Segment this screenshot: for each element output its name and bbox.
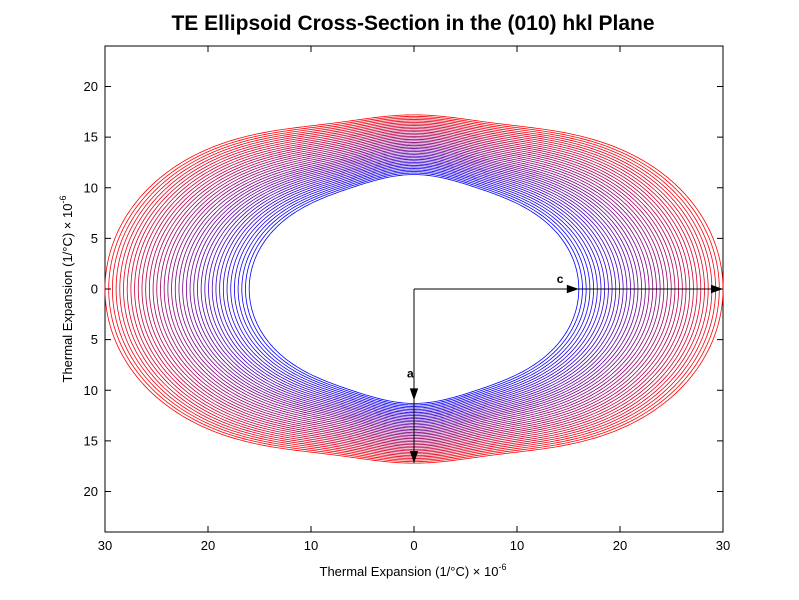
y-ticks: 20 15 10 5 0 5 10 15 20 [84, 79, 723, 499]
arrow-label-c: c [557, 272, 564, 286]
contour-line [152, 134, 676, 444]
contour-line [134, 126, 694, 452]
contour-line [237, 169, 591, 409]
contour-line [193, 151, 635, 427]
y-axis-label: Thermal Expansion (1/°C) × 10-6 [58, 196, 75, 383]
contour-line [197, 152, 631, 426]
x-tick-label: 0 [410, 538, 417, 553]
contour-line [123, 122, 705, 456]
contour-line [171, 142, 657, 436]
contour-line [189, 149, 639, 429]
contour-line [204, 155, 624, 423]
y-tick-label: 5 [91, 231, 98, 246]
axis-arrows: ca [407, 272, 723, 464]
y-tick-label: 10 [84, 383, 98, 398]
arrow-head [409, 388, 419, 401]
contour-line [208, 157, 620, 421]
contour-line [248, 174, 580, 404]
y-tick-label: 0 [91, 282, 98, 297]
contour-line [163, 138, 665, 440]
contour-line [148, 132, 680, 446]
x-tick-label: 20 [613, 538, 627, 553]
x-tick-label: 10 [510, 538, 524, 553]
contour-line [141, 129, 687, 449]
contour-line [111, 117, 717, 461]
y-tick-label: 20 [84, 484, 98, 499]
contour-line [167, 140, 661, 438]
y-tick-label: 15 [84, 433, 98, 448]
contour-line [230, 166, 598, 412]
arrow-label-a: a [407, 366, 414, 380]
contour-line [219, 161, 609, 417]
arrow-head [409, 451, 419, 464]
contour-line [222, 163, 606, 415]
x-tick-label: 30 [98, 538, 112, 553]
arrow-head [566, 284, 579, 294]
contour-line [185, 148, 643, 430]
contour-line [145, 131, 683, 447]
contour-line [137, 128, 691, 450]
contour-line [178, 145, 650, 433]
contour-line [126, 123, 702, 455]
x-tick-label: 10 [304, 538, 318, 553]
y-tick-label: 5 [91, 332, 98, 347]
contour-line [211, 158, 617, 420]
y-tick-label: 20 [84, 79, 98, 94]
x-axis-label: Thermal Expansion (1/°C) × 10-6 [320, 562, 507, 579]
x-ticks: 30 20 10 0 10 20 30 [98, 46, 730, 553]
x-tick-label: 30 [716, 538, 730, 553]
y-tick-label: 10 [84, 180, 98, 195]
contour-line [241, 171, 587, 407]
chart-title: TE Ellipsoid Cross-Section in the (010) … [171, 12, 654, 35]
y-axis-label-exponent: -6 [58, 196, 68, 204]
contour-line [245, 172, 583, 406]
contour-line [115, 119, 713, 459]
contour-line [234, 168, 594, 410]
contour-group [104, 114, 724, 464]
y-tick-label: 15 [84, 130, 98, 145]
contour-line [215, 160, 613, 418]
contour-line [160, 137, 668, 441]
contour-line [182, 146, 646, 432]
x-axis-label-exponent: -6 [498, 562, 506, 572]
contour-line [130, 125, 698, 453]
contour-line [119, 120, 709, 458]
contour-line [200, 154, 628, 424]
x-tick-label: 20 [201, 538, 215, 553]
contour-line [156, 135, 672, 443]
contour-line [174, 143, 654, 435]
contour-line [226, 164, 602, 414]
